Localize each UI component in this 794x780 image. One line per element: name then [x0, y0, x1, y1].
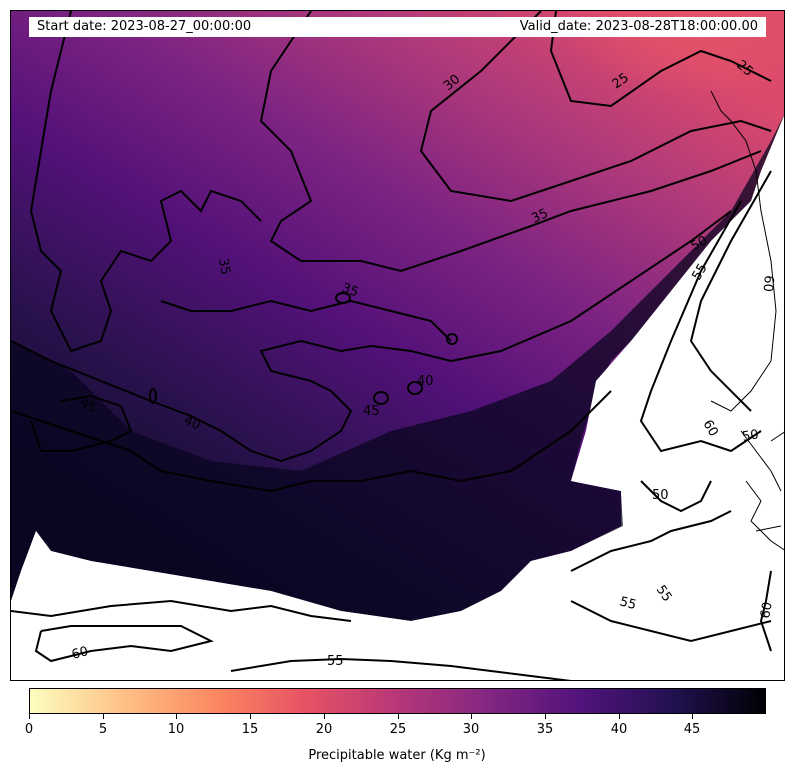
contour-label: 50: [652, 488, 669, 503]
colorbar-tick: [692, 714, 693, 719]
colorbar-tick: [29, 714, 30, 719]
contour-lines: [11, 11, 772, 680]
colorbar-tick-label: 20: [315, 722, 333, 737]
colorbar-tick-label: 10: [167, 722, 185, 737]
colorbar-tick: [103, 714, 104, 719]
colorbar-tick: [324, 714, 325, 719]
colorbar-tick-label: 25: [389, 722, 407, 737]
contour-label: 35: [215, 257, 233, 276]
colorbar-tick: [398, 714, 399, 719]
contour-label: 60: [70, 644, 90, 663]
colorbar-label: Precipitable water (Kg m⁻²): [308, 748, 486, 763]
colorbar-tick-label: 30: [462, 722, 480, 737]
colorbar-tick: [619, 714, 620, 719]
pw-field-highlight: [391, 11, 784, 211]
contour-label: 60: [700, 418, 721, 440]
contour-label: 40: [181, 413, 202, 434]
contour-label: 55: [327, 654, 344, 669]
pw-dark-band: [11, 115, 784, 621]
colorbar-tick: [176, 714, 177, 719]
contour-label: 55: [618, 594, 638, 613]
map-panel: 25 25 30 35 35 35 40 40 45 45 50 50 50 5…: [10, 10, 785, 681]
contour-label: 35: [529, 206, 550, 227]
contour-label: 50: [741, 427, 760, 445]
contour-label: 55: [689, 261, 710, 283]
land-south: [11, 115, 784, 680]
colorbar-tick-label: 0: [24, 722, 34, 737]
contour-label: 60: [758, 601, 776, 620]
colorbar-tick-label: 40: [610, 722, 628, 737]
contour-label: 40: [417, 374, 434, 389]
colorbar-tick-label: 15: [241, 722, 259, 737]
header-bar: Start date: 2023-08-27_00:00:00 Valid_da…: [29, 17, 766, 37]
colorbar-tick-label: 5: [98, 722, 108, 737]
precipitable-water-map: 25 25 30 35 35 35 40 40 45 45 50 50 50 5…: [11, 11, 784, 680]
valid-date-label: Valid_date: 2023-08-28T18:00:00.00: [519, 19, 758, 34]
border-lines: [710, 90, 784, 551]
colorbar-tick: [471, 714, 472, 719]
colorbar: [29, 688, 766, 714]
contour-label: 35: [340, 281, 361, 301]
colorbar-tick-label: 35: [536, 722, 554, 737]
start-date-label: Start date: 2023-08-27_00:00:00: [37, 19, 252, 34]
contour-labels: 25 25 30 35 35 35 40 40 45 45 50 50 50 5…: [70, 58, 776, 669]
contour-label: 60: [760, 275, 776, 293]
colorbar-tick: [545, 714, 546, 719]
colorbar-tick: [250, 714, 251, 719]
contour-label: 45: [77, 395, 99, 416]
colorbar-tick-label: 45: [683, 722, 701, 737]
contour-label: 50: [689, 233, 711, 254]
contour-label: 45: [363, 404, 380, 419]
